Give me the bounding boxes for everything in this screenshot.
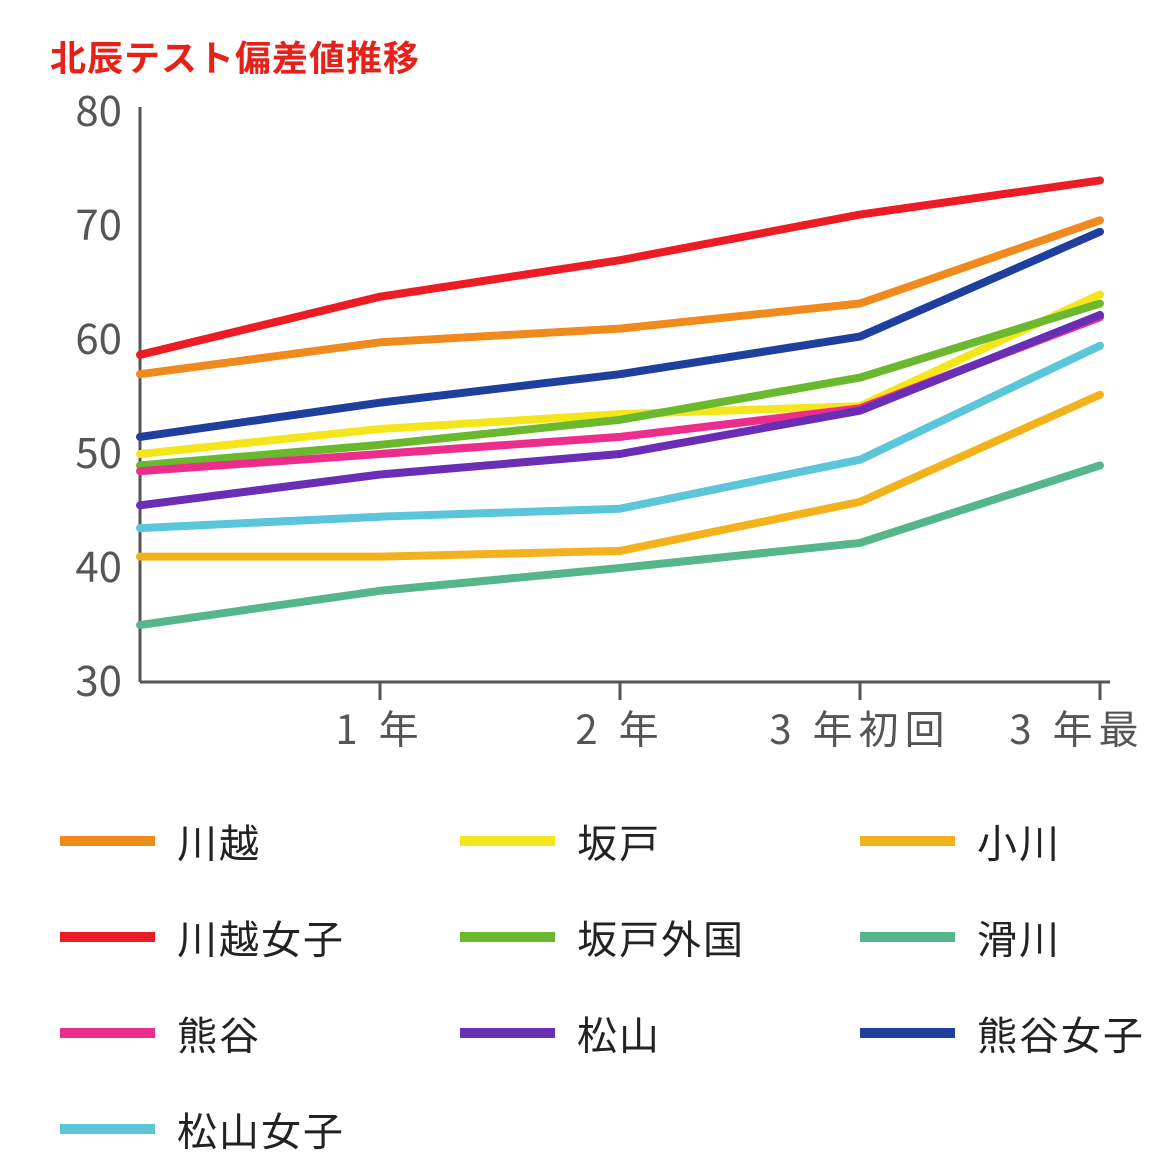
legend-swatch [460, 1028, 555, 1038]
svg-text:50: 50 [75, 420, 122, 481]
legend-swatch [60, 1124, 155, 1134]
legend-swatch [60, 932, 155, 942]
svg-text:1 年: 1 年 [335, 698, 424, 756]
legend-label: 川越女子 [177, 908, 345, 966]
legend-label: 滑川 [977, 908, 1061, 966]
legend-item: 熊谷女子 [860, 1004, 1160, 1062]
legend-item: 滑川 [860, 908, 1160, 966]
svg-text:30: 30 [75, 648, 122, 709]
legend-item: 坂戸外国 [460, 908, 860, 966]
chart-title: 北辰テスト偏差値推移 [50, 30, 1140, 82]
legend-swatch [460, 836, 555, 846]
svg-text:2 年: 2 年 [575, 698, 664, 756]
chart-svg: 30 40 50 60 70 80 1 年 2 年 3 年初回 3 年最終 [40, 92, 1140, 772]
legend-swatch [860, 836, 955, 846]
legend-swatch [60, 1028, 155, 1038]
legend-label: 松山 [577, 1004, 661, 1062]
legend-label: 熊谷女子 [977, 1004, 1145, 1062]
legend-item: 松山女子 [60, 1100, 460, 1158]
legend-label: 松山女子 [177, 1100, 345, 1158]
chart-container: 北辰テスト偏差値推移 3040506070801 年2 年3 年初回3 年最終 … [0, 0, 1170, 1157]
legend-item: 坂戸 [460, 812, 860, 870]
legend-label: 坂戸 [577, 812, 661, 870]
legend-swatch [60, 836, 155, 846]
svg-text:40: 40 [75, 534, 122, 595]
legend-swatch [860, 1028, 955, 1038]
svg-text:60: 60 [75, 306, 122, 367]
series-line [140, 317, 1100, 471]
legend-item: 川越女子 [60, 908, 460, 966]
legend-item: 熊谷 [60, 1004, 460, 1062]
line-chart: 30 40 50 60 70 80 1 年 2 年 3 年初回 3 年最終 [40, 92, 1140, 772]
legend-item: 松山 [460, 1004, 860, 1062]
legend: 川越坂戸小川川越女子坂戸外国滑川熊谷松山熊谷女子松山女子 [60, 812, 1140, 1158]
svg-text:80: 80 [75, 92, 122, 139]
svg-text:3 年最終: 3 年最終 [1009, 698, 1140, 756]
legend-label: 熊谷 [177, 1004, 261, 1062]
legend-label: 川越 [177, 812, 261, 870]
legend-label: 小川 [977, 812, 1061, 870]
legend-item: 川越 [60, 812, 460, 870]
legend-swatch [860, 932, 955, 942]
legend-item: 小川 [860, 812, 1160, 870]
svg-text:3 年初回: 3 年初回 [769, 698, 950, 756]
svg-text:70: 70 [75, 192, 122, 253]
legend-label: 坂戸外国 [577, 908, 745, 966]
legend-swatch [460, 932, 555, 942]
